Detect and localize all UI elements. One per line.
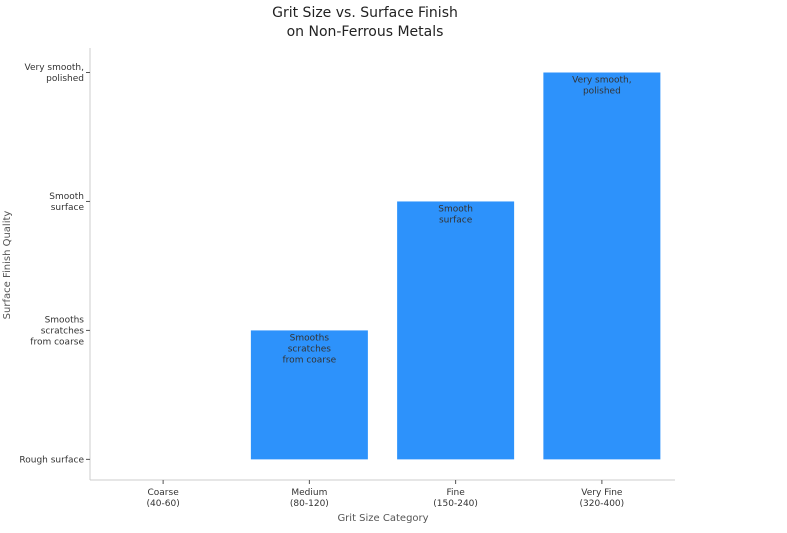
y-tick-label: Very smooth, polished xyxy=(25,63,84,84)
bar xyxy=(543,72,661,460)
x-tick-label: Fine (150-240) xyxy=(433,488,478,509)
y-tick-label: Smooth surface xyxy=(49,191,84,212)
value-label: Very smooth, polished xyxy=(572,76,631,97)
x-tick-label: Medium (80-120) xyxy=(290,488,329,509)
y-tick-label: Smooths scratches from coarse xyxy=(30,315,84,347)
y-axis-label: Surface Finish Quality xyxy=(2,211,13,320)
x-tick-label: Coarse (40-60) xyxy=(147,488,180,509)
value-label: Smooths scratches from coarse xyxy=(283,333,337,365)
bar xyxy=(250,330,368,460)
bar xyxy=(397,201,515,460)
x-tick-label: Very Fine (320-400) xyxy=(580,488,625,509)
x-axis-label: Grit Size Category xyxy=(337,513,428,524)
chart-title: Grit Size vs. Surface Finish on Non-Ferro… xyxy=(272,5,458,40)
y-tick-label: Rough surface xyxy=(19,455,84,465)
value-label: Smooth surface xyxy=(438,204,473,225)
